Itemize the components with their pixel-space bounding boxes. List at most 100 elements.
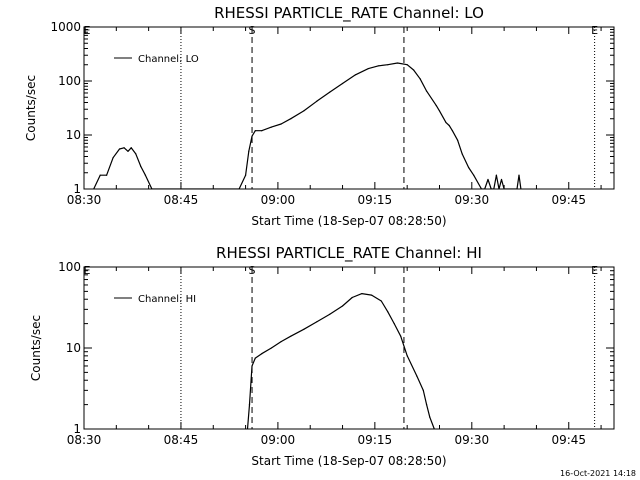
- data-point: [251, 365, 253, 367]
- data-point: [371, 294, 373, 296]
- y-axis-label: Counts/sec: [29, 315, 43, 381]
- data-point: [467, 166, 470, 169]
- data-point: [303, 328, 305, 330]
- data-point: [377, 65, 379, 67]
- x-tick-label: 08:45: [164, 193, 199, 207]
- data-point: [438, 110, 441, 112]
- data-point: [406, 64, 408, 66]
- x-axis-label: Start Time (18-Sep-07 08:28:50): [251, 214, 446, 228]
- y-tick-label: 1: [73, 422, 81, 436]
- data-point: [520, 188, 522, 189]
- data-point: [387, 64, 389, 66]
- y-tick-label: 100: [58, 74, 81, 88]
- y-tick-label: 10: [66, 341, 81, 355]
- data-point: [484, 188, 486, 189]
- data-point: [429, 416, 431, 418]
- x-tick-label: 09:30: [455, 433, 490, 447]
- chart-title: RHESSI PARTICLE_RATE Channel: HI: [216, 244, 482, 263]
- data-point: [490, 188, 492, 189]
- data-point: [416, 375, 418, 377]
- data-point: [361, 292, 363, 295]
- data-point: [329, 91, 331, 93]
- data-point: [354, 74, 357, 76]
- x-tick-label: 09:45: [551, 433, 586, 447]
- data-point: [498, 188, 500, 189]
- plot-frame: [83, 266, 615, 430]
- data-point: [351, 296, 353, 299]
- data-point: [425, 90, 428, 92]
- data-point: [280, 340, 282, 343]
- data-point: [406, 355, 408, 357]
- data-point: [413, 69, 415, 71]
- x-tick-label: 09:30: [455, 193, 490, 207]
- y-tick-label: 100: [58, 260, 81, 274]
- data-point: [290, 118, 292, 120]
- data-point: [316, 100, 318, 102]
- x-tick-label: 08:30: [67, 193, 102, 207]
- data-point: [251, 135, 253, 137]
- data-point: [380, 300, 382, 302]
- chart-panel-hi: RHESSI PARTICLE_RATE Channel: HIE S E08:30…: [29, 244, 615, 468]
- event-label-e-4: E: [591, 264, 598, 277]
- data-point: [261, 130, 263, 132]
- chart-title: RHESSI PARTICLE_RATE Channel: LO: [214, 4, 484, 23]
- data-point: [448, 124, 450, 127]
- data-point: [130, 147, 132, 149]
- y-tick-label: 1000: [50, 20, 81, 34]
- data-point: [493, 188, 495, 189]
- data-point: [419, 78, 421, 80]
- data-point: [254, 357, 256, 359]
- event-label-s-2: S: [249, 24, 256, 37]
- data-point: [480, 188, 483, 189]
- x-tick-label: 09:15: [358, 433, 393, 447]
- data-point: [93, 188, 95, 189]
- x-axis-label: Start Time (18-Sep-07 08:28:50): [251, 454, 446, 468]
- data-point: [329, 313, 331, 315]
- data-point: [456, 139, 459, 141]
- data-point: [270, 347, 273, 349]
- data-point: [112, 157, 114, 159]
- data-point: [433, 428, 435, 429]
- data-point: [473, 174, 475, 176]
- data-point: [445, 121, 447, 124]
- data-point: [248, 404, 251, 406]
- x-tick-label: 09:15: [358, 193, 393, 207]
- data-point: [425, 404, 428, 406]
- data-point: [451, 130, 454, 132]
- data-point: [290, 335, 292, 337]
- data-point: [316, 321, 318, 323]
- data-point: [400, 335, 402, 337]
- legend-label: Channel: HI: [138, 294, 196, 305]
- data-point: [270, 126, 273, 128]
- x-tick-label: 09:00: [261, 193, 296, 207]
- y-tick-label: 10: [66, 128, 81, 142]
- data-point: [244, 174, 247, 176]
- data-point: [144, 174, 147, 176]
- data-point: [487, 178, 489, 181]
- y-tick-label: 1: [73, 182, 81, 196]
- data-point: [151, 188, 153, 189]
- data-point: [106, 174, 108, 176]
- chart-panel-lo: RHESSI PARTICLE_RATE Channel: LO E S E 08:30…: [24, 4, 615, 228]
- x-tick-label: 09:45: [551, 193, 586, 207]
- data-point: [393, 323, 395, 325]
- data-point: [99, 174, 101, 176]
- data-point: [367, 67, 369, 70]
- data-point: [303, 110, 305, 112]
- data-point: [140, 165, 142, 168]
- event-label-e-0: E: [84, 24, 91, 37]
- data-point: [280, 123, 282, 125]
- x-tick-label: 09:00: [261, 433, 296, 447]
- data-point: [500, 178, 503, 181]
- y-axis-label: Counts/sec: [24, 75, 38, 141]
- data-point: [495, 174, 497, 176]
- data-point: [341, 305, 344, 307]
- series-line-0: [246, 293, 435, 429]
- footer-timestamp: 16-Oct-2021 14:18: [560, 469, 636, 478]
- data-point: [503, 188, 505, 189]
- data-point: [387, 311, 389, 313]
- data-point: [127, 150, 129, 152]
- data-point: [254, 130, 256, 132]
- data-point: [396, 62, 399, 64]
